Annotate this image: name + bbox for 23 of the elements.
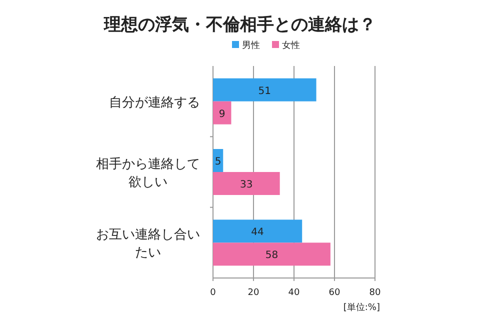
legend-label: 男性 bbox=[242, 40, 260, 51]
data-label: 44 bbox=[251, 227, 264, 238]
x-tick-label: 80 bbox=[369, 288, 381, 298]
y-tick-label: 相手から連絡して欲しい bbox=[96, 157, 200, 190]
text: [単位:%] bbox=[343, 302, 380, 313]
bar bbox=[213, 101, 232, 124]
bar bbox=[213, 78, 316, 102]
bar bbox=[213, 220, 302, 243]
bar bbox=[213, 172, 280, 195]
data-label: 58 bbox=[265, 250, 278, 262]
data-label: 51 bbox=[258, 86, 272, 97]
x-tick-label: 0 bbox=[210, 288, 216, 298]
legend-label: 女性 bbox=[282, 40, 300, 51]
data-label: 33 bbox=[240, 180, 253, 190]
chart-title: 理想の浮気・不倫相手との連絡は？ bbox=[103, 15, 376, 35]
y-tick-label: お互い連絡し合いたい bbox=[96, 228, 200, 261]
bar bbox=[213, 242, 330, 266]
x-tick-label: 20 bbox=[248, 288, 260, 298]
x-tick-label: 60 bbox=[328, 288, 340, 298]
y-tick-label: 自分が連絡する bbox=[109, 95, 200, 110]
data-label: 5 bbox=[214, 156, 222, 168]
x-tick-label: 40 bbox=[288, 288, 300, 298]
data-label: 9 bbox=[218, 108, 226, 120]
